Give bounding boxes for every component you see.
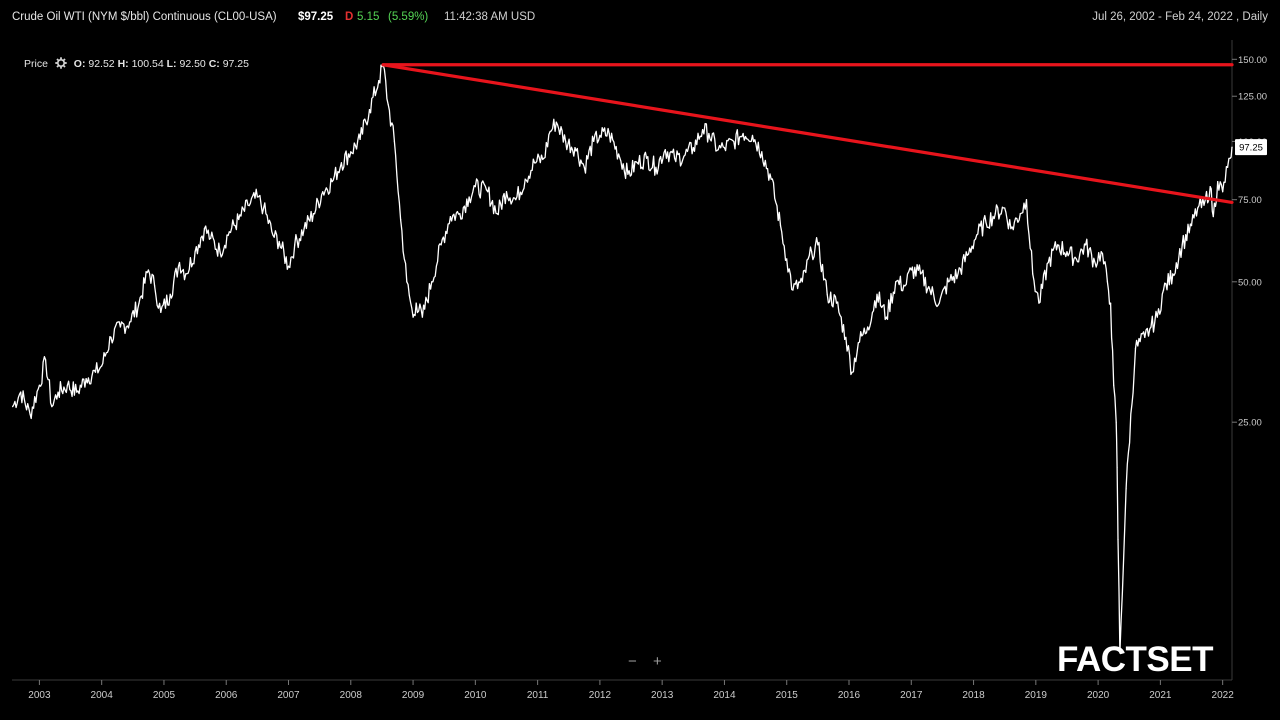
x-tick-label: 2016 [838,690,861,701]
factset-logo: FACTSET [1057,640,1213,679]
x-tick-label: 2022 [1212,690,1235,701]
x-tick-label: 2020 [1087,690,1110,701]
legend-low-label: L: [166,58,177,70]
legend-high: 100.54 [131,58,164,70]
legend-label: Price [24,58,48,70]
legend-low: 92.50 [179,58,206,70]
x-tick-label: 2015 [776,690,799,701]
last-value-label: 97.25 [1239,143,1263,154]
x-tick-label: 2018 [962,690,985,701]
delayed-flag: D [345,11,354,23]
y-tick-label: 75.00 [1238,195,1262,206]
x-tick-label: 2013 [651,690,674,701]
x-tick-label: 2012 [589,690,612,701]
legend-close-label: C: [208,58,220,70]
x-tick-label: 2006 [215,690,238,701]
price-change: 5.15 [357,11,380,23]
legend-open: 92.52 [88,58,115,70]
x-tick-label: 2011 [527,690,549,701]
zoom-out-button[interactable]: − [628,653,637,670]
gear-icon[interactable] [55,57,67,69]
x-tick-label: 2003 [28,690,51,701]
price-series-line [12,64,1233,654]
zoom-in-button[interactable]: + [653,653,662,670]
x-tick-label: 2014 [713,690,736,701]
chart-header: Crude Oil WTI (NYM $/bbl) Continuous (CL… [0,0,1280,34]
last-value-tag [1235,139,1267,156]
price-change-percent: (5.59%) [388,11,429,23]
quote-time: 11:42:38 AM USD [444,11,536,23]
x-tick-label: 2017 [900,690,923,701]
x-tick-label: 2005 [153,690,176,701]
y-tick-label: 25.00 [1238,418,1262,429]
trend-line[interactable] [381,63,1234,205]
x-tick-label: 2004 [91,690,114,701]
x-tick-label: 2009 [402,690,425,701]
y-tick-label: 150.00 [1238,55,1267,66]
symbol-title[interactable]: Crude Oil WTI (NYM $/bbl) Continuous (CL… [12,11,277,23]
last-price: $97.25 [298,11,334,23]
legend-high-label: H: [117,58,129,70]
x-tick-label: 2008 [340,690,363,701]
price-legend: Price O: 92.52 H: 100.54 L: 92.50 C: 97.… [24,57,249,70]
x-tick-label: 2007 [277,690,300,701]
y-tick-label: 50.00 [1238,277,1262,288]
x-tick-label: 2010 [464,690,487,701]
legend-close: 97.25 [222,58,249,70]
x-tick-label: 2021 [1149,690,1172,701]
legend-open-label: O: [73,58,86,70]
date-range[interactable]: Jul 26, 2002 - Feb 24, 2022 , Daily [1092,11,1268,23]
y-tick-label: 125.00 [1238,92,1267,103]
x-tick-label: 2019 [1025,690,1048,701]
